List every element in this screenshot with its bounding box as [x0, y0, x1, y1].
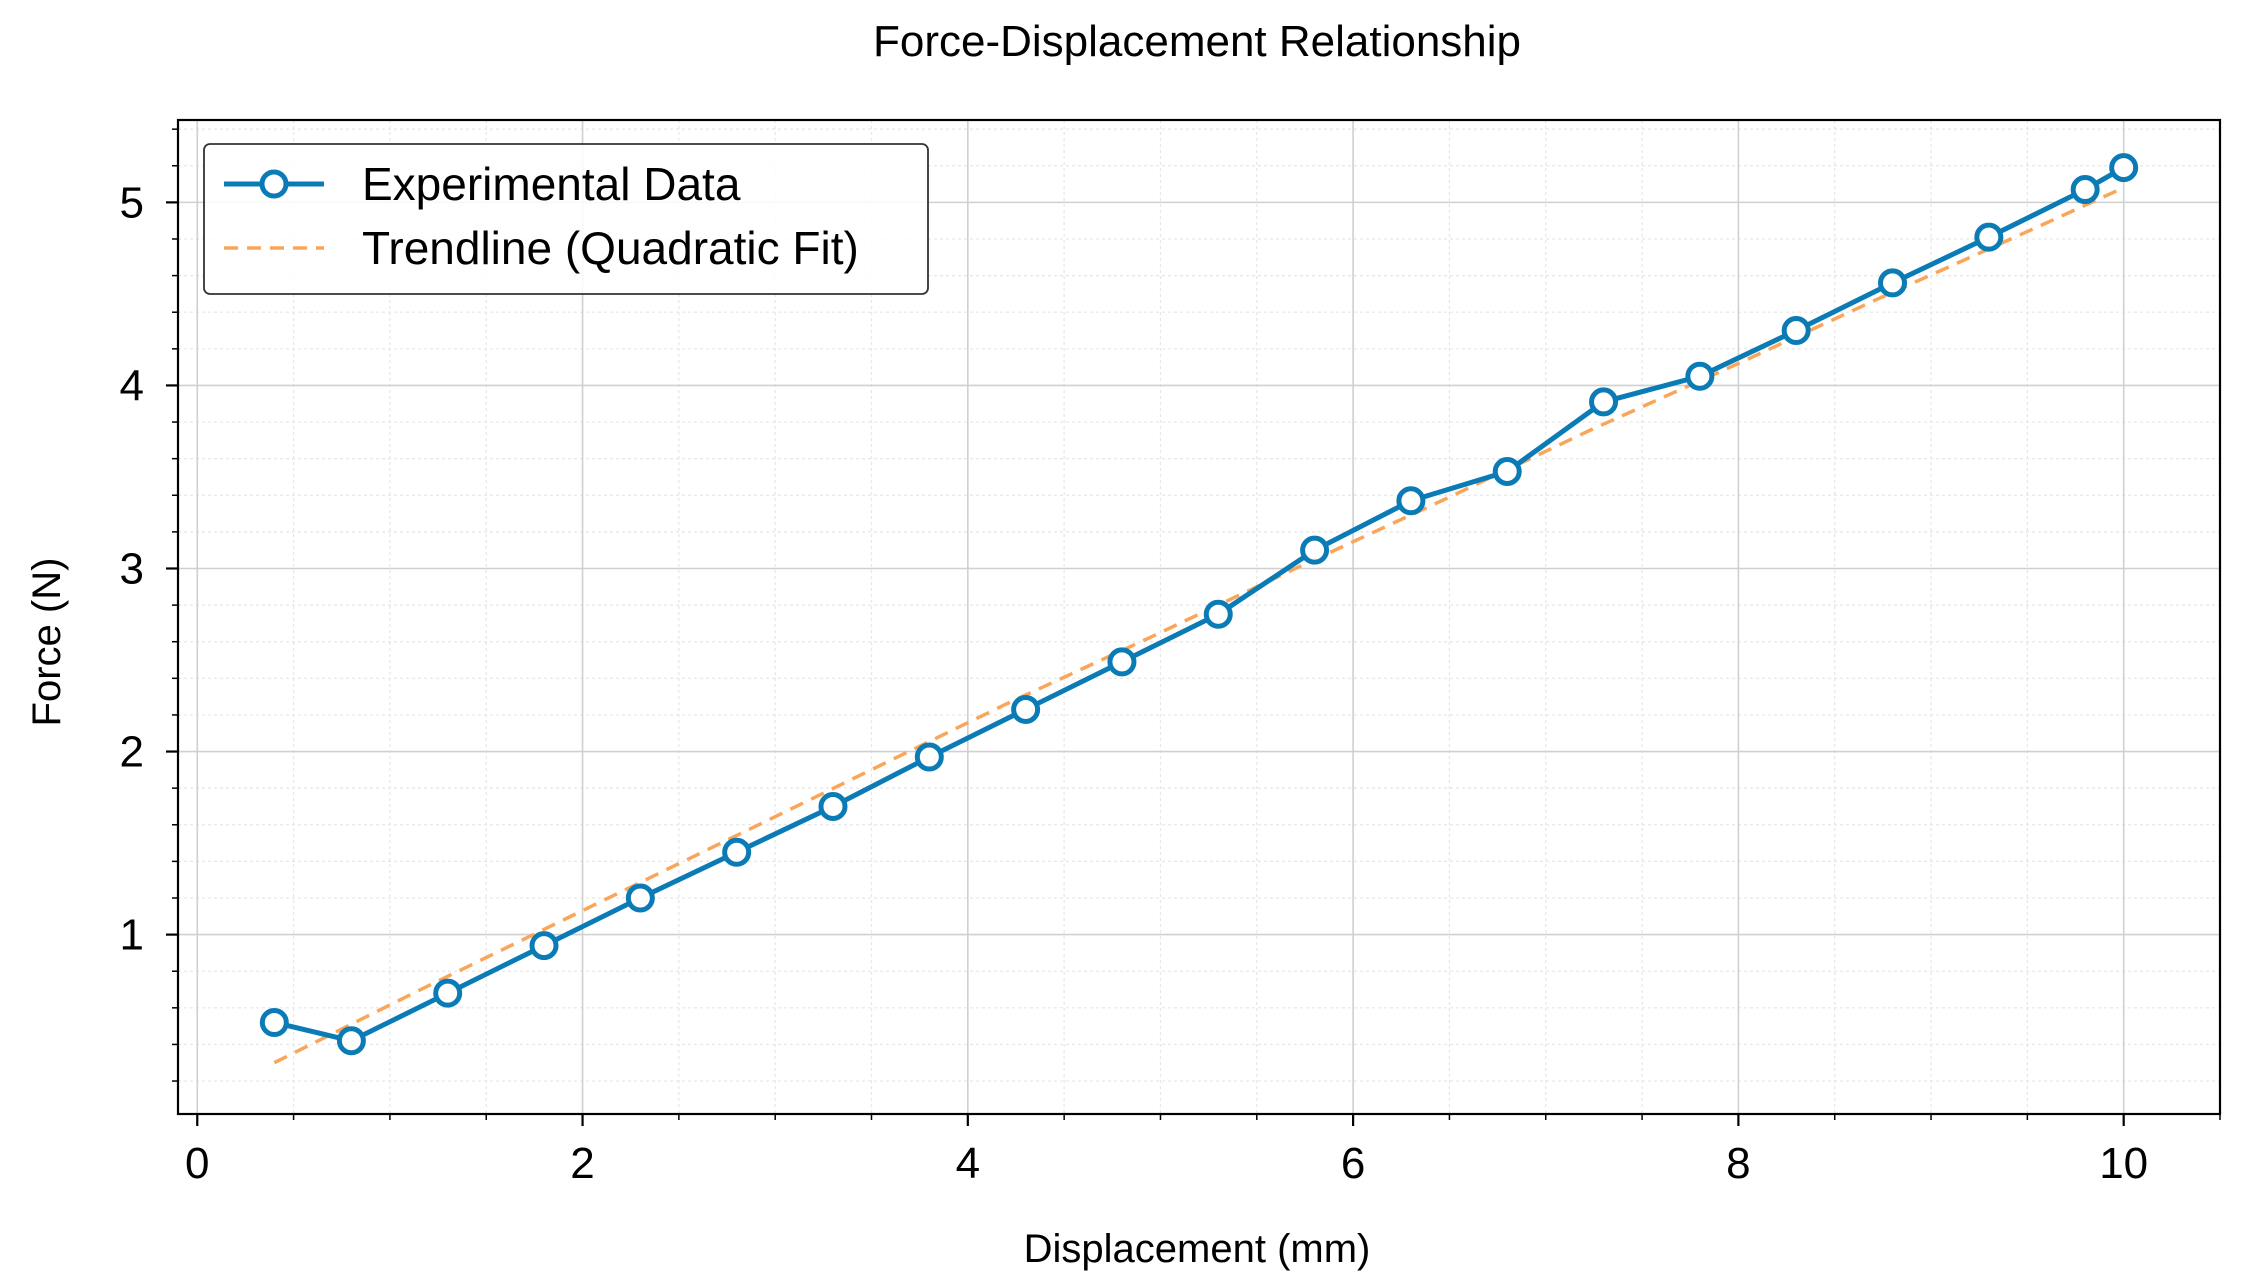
data-point	[1685, 361, 1715, 391]
x-tick-label: 10	[2099, 1139, 2148, 1188]
data-point	[1011, 694, 1041, 724]
trendline-series	[273, 186, 2125, 1065]
data-point	[1492, 456, 1522, 486]
data-point	[1396, 486, 1426, 516]
trendline-path	[273, 186, 2125, 1065]
data-point	[818, 791, 848, 821]
data-point	[2109, 153, 2139, 183]
data-point	[1781, 316, 1811, 346]
data-point	[722, 837, 752, 867]
legend-box	[203, 143, 929, 295]
y-tick-label: 1	[120, 911, 144, 960]
legend-marker-experimental	[259, 169, 289, 199]
x-tick-label: 8	[1726, 1139, 1750, 1188]
data-point	[1203, 599, 1233, 629]
data-point	[1974, 222, 2004, 252]
y-tick-label: 3	[120, 544, 144, 593]
experimental-line	[273, 165, 2125, 1044]
chart-title: Force-Displacement Relationship	[873, 17, 1521, 66]
plot-frame	[176, 118, 2222, 1116]
y-tick-label: 5	[120, 178, 144, 227]
data-point	[529, 931, 559, 961]
data-point	[1107, 647, 1137, 677]
data-point	[1300, 535, 1330, 565]
data-point	[1878, 268, 1908, 298]
data-point	[433, 978, 463, 1008]
data-point	[1589, 387, 1619, 417]
data-point	[259, 1007, 289, 1037]
data-point	[336, 1026, 366, 1056]
legend-label-trendline: Trendline (Quadratic Fit)	[362, 222, 859, 274]
x-tick-label: 2	[570, 1139, 594, 1188]
y-tick-label: 2	[120, 728, 144, 777]
data-point	[914, 742, 944, 772]
y-axis-label: Force (N)	[25, 558, 69, 727]
data-point	[2070, 175, 2100, 205]
legend: Experimental Data Trendline (Quadratic Fi…	[203, 143, 929, 295]
x-tick-label: 6	[1341, 1139, 1365, 1188]
data-point	[625, 883, 655, 913]
experimental-series	[259, 153, 2139, 1056]
x-tick-label: 4	[956, 1139, 980, 1188]
legend-label-experimental: Experimental Data	[362, 158, 741, 210]
y-tick-label: 4	[120, 361, 144, 410]
x-axis-label: Displacement (mm)	[1024, 1227, 1371, 1271]
x-tick-label: 0	[185, 1139, 209, 1188]
